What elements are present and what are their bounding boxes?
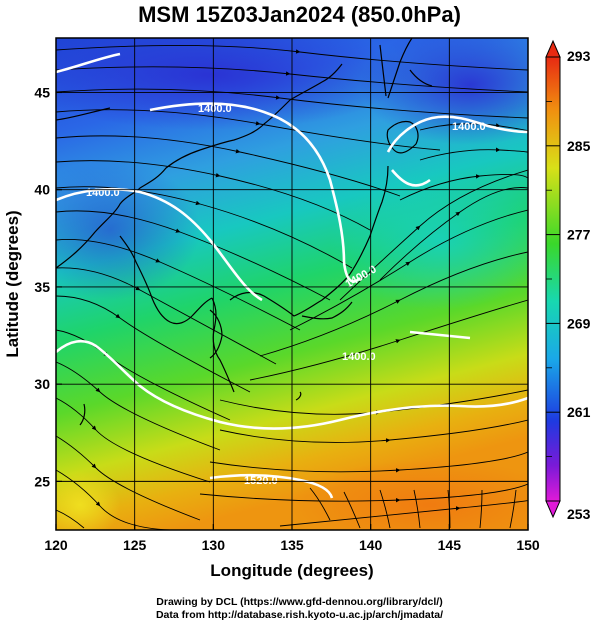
colorbar-tick-label: 253 <box>567 506 591 522</box>
colorbar: 293 285 277 269 261 253 <box>545 39 591 522</box>
contour-label: 1400.0 <box>198 103 232 115</box>
y-tick-label: 30 <box>34 376 50 392</box>
x-tick-label: 125 <box>123 537 147 553</box>
credit-data-source: Data from http://database.rish.kyoto-u.a… <box>155 609 444 621</box>
x-tick-label: 130 <box>202 537 226 553</box>
x-tick-label: 120 <box>44 537 68 553</box>
contour-label: 1400.0 <box>86 187 120 199</box>
page-title: MSM 15Z03Jan2024 (850.0hPa) <box>138 2 461 27</box>
wind-streamlines <box>56 45 528 530</box>
y-axis-title: Latitude (degrees) <box>3 210 22 357</box>
grid <box>56 38 528 530</box>
y-tick-label: 40 <box>34 182 50 198</box>
colorbar-bottom-triangle <box>545 500 561 519</box>
credit-drawing: Drawing by DCL (https://www.gfd-dennou.o… <box>156 596 443 608</box>
y-tick-label: 25 <box>34 473 50 489</box>
y-tick-label: 45 <box>34 84 50 100</box>
x-axis-title: Longitude (degrees) <box>210 561 373 580</box>
x-axis: 120 125 130 135 140 145 150 <box>44 524 540 553</box>
x-tick-label: 145 <box>438 537 462 553</box>
x-tick-label: 150 <box>516 537 540 553</box>
colorbar-tick-label: 269 <box>567 315 591 331</box>
colorbar-tick-label: 261 <box>567 404 591 420</box>
x-tick-label: 135 <box>280 537 304 553</box>
y-tick-label: 35 <box>34 279 50 295</box>
colorbar-tick-label: 293 <box>567 48 591 64</box>
contour-label: 1400.0 <box>452 121 486 133</box>
colorbar-tick-label: 277 <box>567 227 591 243</box>
colorbar-top-triangle <box>545 39 561 58</box>
colorbar-tick-label: 285 <box>567 138 591 154</box>
x-tick-label: 140 <box>359 537 383 553</box>
y-axis: 45 40 35 30 25 <box>34 84 62 489</box>
contour-label: 1400.0 <box>342 351 376 363</box>
